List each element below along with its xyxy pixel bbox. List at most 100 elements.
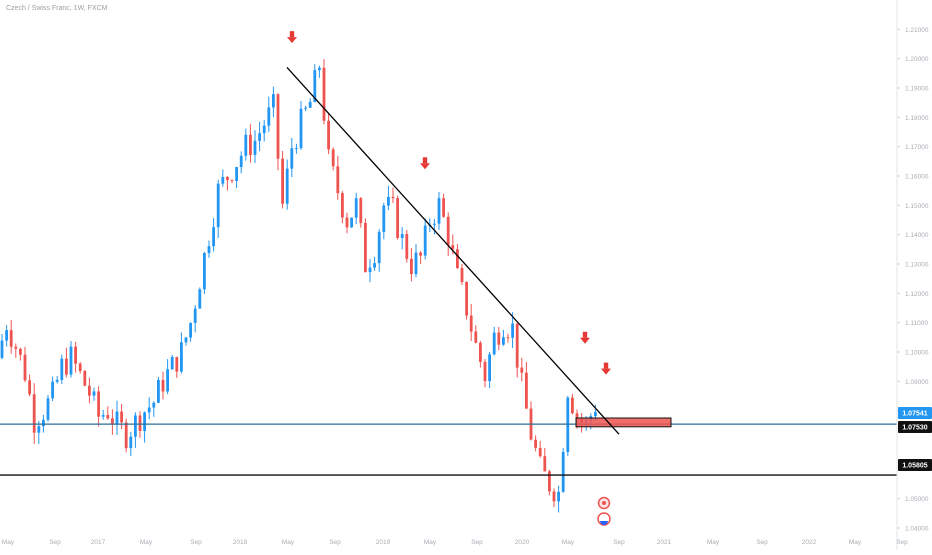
candle-body[interactable] bbox=[571, 397, 574, 414]
candle-body[interactable] bbox=[295, 148, 298, 150]
candle-body[interactable] bbox=[318, 67, 321, 71]
candle-body[interactable] bbox=[180, 342, 183, 372]
candle-body[interactable] bbox=[566, 397, 570, 453]
candle-body[interactable] bbox=[42, 419, 45, 427]
candle-body[interactable] bbox=[120, 411, 123, 423]
candle-body[interactable] bbox=[115, 411, 119, 425]
candle-body[interactable] bbox=[552, 491, 556, 502]
candle-body[interactable] bbox=[290, 148, 294, 169]
candle-body[interactable] bbox=[23, 354, 27, 381]
candle-body[interactable] bbox=[492, 332, 496, 355]
candle-body[interactable] bbox=[405, 233, 409, 259]
candle-body[interactable] bbox=[557, 491, 560, 502]
candle-body[interactable] bbox=[341, 193, 344, 218]
candle-body[interactable] bbox=[400, 233, 404, 239]
candle-body[interactable] bbox=[74, 346, 77, 364]
candle-body[interactable] bbox=[88, 385, 91, 396]
candle-body[interactable] bbox=[19, 348, 22, 355]
candle-body[interactable] bbox=[543, 456, 547, 472]
candle-body[interactable] bbox=[97, 391, 100, 417]
down-arrow-icon[interactable] bbox=[420, 157, 430, 170]
candle-body[interactable] bbox=[313, 70, 317, 102]
candle-body[interactable] bbox=[216, 183, 220, 228]
price-tag[interactable]: 1.07530 bbox=[898, 421, 932, 433]
candle-body[interactable] bbox=[575, 413, 579, 420]
candle-body[interactable] bbox=[465, 281, 468, 316]
candle-body[interactable] bbox=[143, 412, 146, 431]
candle-body[interactable] bbox=[456, 249, 459, 268]
candle-body[interactable] bbox=[101, 415, 105, 417]
candle-body[interactable] bbox=[382, 205, 386, 232]
candle-body[interactable] bbox=[538, 447, 542, 457]
candle-body[interactable] bbox=[387, 196, 390, 206]
candle-body[interactable] bbox=[410, 258, 413, 274]
candle-body[interactable] bbox=[594, 411, 597, 417]
candle-body[interactable] bbox=[419, 252, 422, 256]
candle-body[interactable] bbox=[281, 158, 284, 204]
candle-body[interactable] bbox=[28, 380, 31, 395]
trendline[interactable] bbox=[286, 67, 620, 435]
candle-body[interactable] bbox=[437, 198, 441, 224]
candle-body[interactable] bbox=[235, 167, 238, 181]
candle-body[interactable] bbox=[55, 379, 59, 382]
candle-body[interactable] bbox=[147, 407, 151, 413]
down-arrow-icon[interactable] bbox=[580, 331, 590, 344]
candle-body[interactable] bbox=[373, 263, 376, 268]
candle-body[interactable] bbox=[359, 198, 363, 223]
candle-body[interactable] bbox=[433, 223, 436, 225]
candle-body[interactable] bbox=[157, 379, 160, 403]
candle-body[interactable] bbox=[377, 231, 381, 264]
candle-body[interactable] bbox=[534, 439, 537, 448]
candle-body[interactable] bbox=[78, 363, 82, 371]
price-tag[interactable]: 1.07541 bbox=[898, 407, 932, 419]
candle-body[interactable] bbox=[9, 330, 13, 347]
candle-body[interactable] bbox=[226, 176, 229, 181]
candle-body[interactable] bbox=[166, 369, 169, 392]
dividend-event-icon[interactable] bbox=[597, 512, 611, 526]
candle-body[interactable] bbox=[258, 133, 261, 141]
candle-body[interactable] bbox=[506, 337, 510, 339]
candle-body[interactable] bbox=[37, 426, 41, 433]
candle-body[interactable] bbox=[51, 381, 54, 399]
candle-body[interactable] bbox=[5, 330, 8, 341]
candle-body[interactable] bbox=[92, 391, 96, 396]
candle-body[interactable] bbox=[548, 471, 551, 492]
candle-body[interactable] bbox=[479, 342, 482, 362]
candle-body[interactable] bbox=[299, 108, 303, 149]
candle-body[interactable] bbox=[511, 323, 514, 338]
candle-body[interactable] bbox=[502, 337, 505, 345]
candle-body[interactable] bbox=[350, 217, 353, 228]
candle-body[interactable] bbox=[14, 346, 18, 349]
candle-body[interactable] bbox=[198, 289, 202, 309]
candle-body[interactable] bbox=[414, 252, 418, 274]
candle-body[interactable] bbox=[230, 180, 234, 182]
down-arrow-icon[interactable] bbox=[601, 362, 611, 375]
price-axis-background[interactable] bbox=[897, 0, 932, 550]
candle-body[interactable] bbox=[451, 245, 455, 250]
candle-body[interactable] bbox=[442, 198, 445, 217]
candle-body[interactable] bbox=[515, 323, 519, 368]
candle-body[interactable] bbox=[170, 356, 174, 370]
candle-body[interactable] bbox=[276, 94, 280, 159]
candle-body[interactable] bbox=[129, 436, 133, 449]
candle-body[interactable] bbox=[83, 370, 87, 386]
candle-body[interactable] bbox=[469, 315, 473, 332]
candle-body[interactable] bbox=[488, 354, 491, 382]
candle-body[interactable] bbox=[322, 67, 326, 121]
candle-body[interactable] bbox=[106, 415, 110, 419]
candle-body[interactable] bbox=[60, 358, 64, 380]
candle-body[interactable] bbox=[253, 140, 257, 155]
candle-body[interactable] bbox=[285, 168, 289, 204]
candle-body[interactable] bbox=[212, 227, 215, 247]
price-tag[interactable]: 1.05805 bbox=[898, 459, 932, 471]
candle-body[interactable] bbox=[124, 422, 128, 449]
candle-body[interactable] bbox=[497, 332, 501, 345]
candle-body[interactable] bbox=[446, 216, 450, 246]
candle-body[interactable] bbox=[221, 176, 225, 184]
candle-body[interactable] bbox=[391, 196, 395, 199]
candle-body[interactable] bbox=[267, 107, 271, 126]
earnings-event-icon[interactable] bbox=[597, 496, 611, 510]
candle-body[interactable] bbox=[46, 398, 50, 420]
